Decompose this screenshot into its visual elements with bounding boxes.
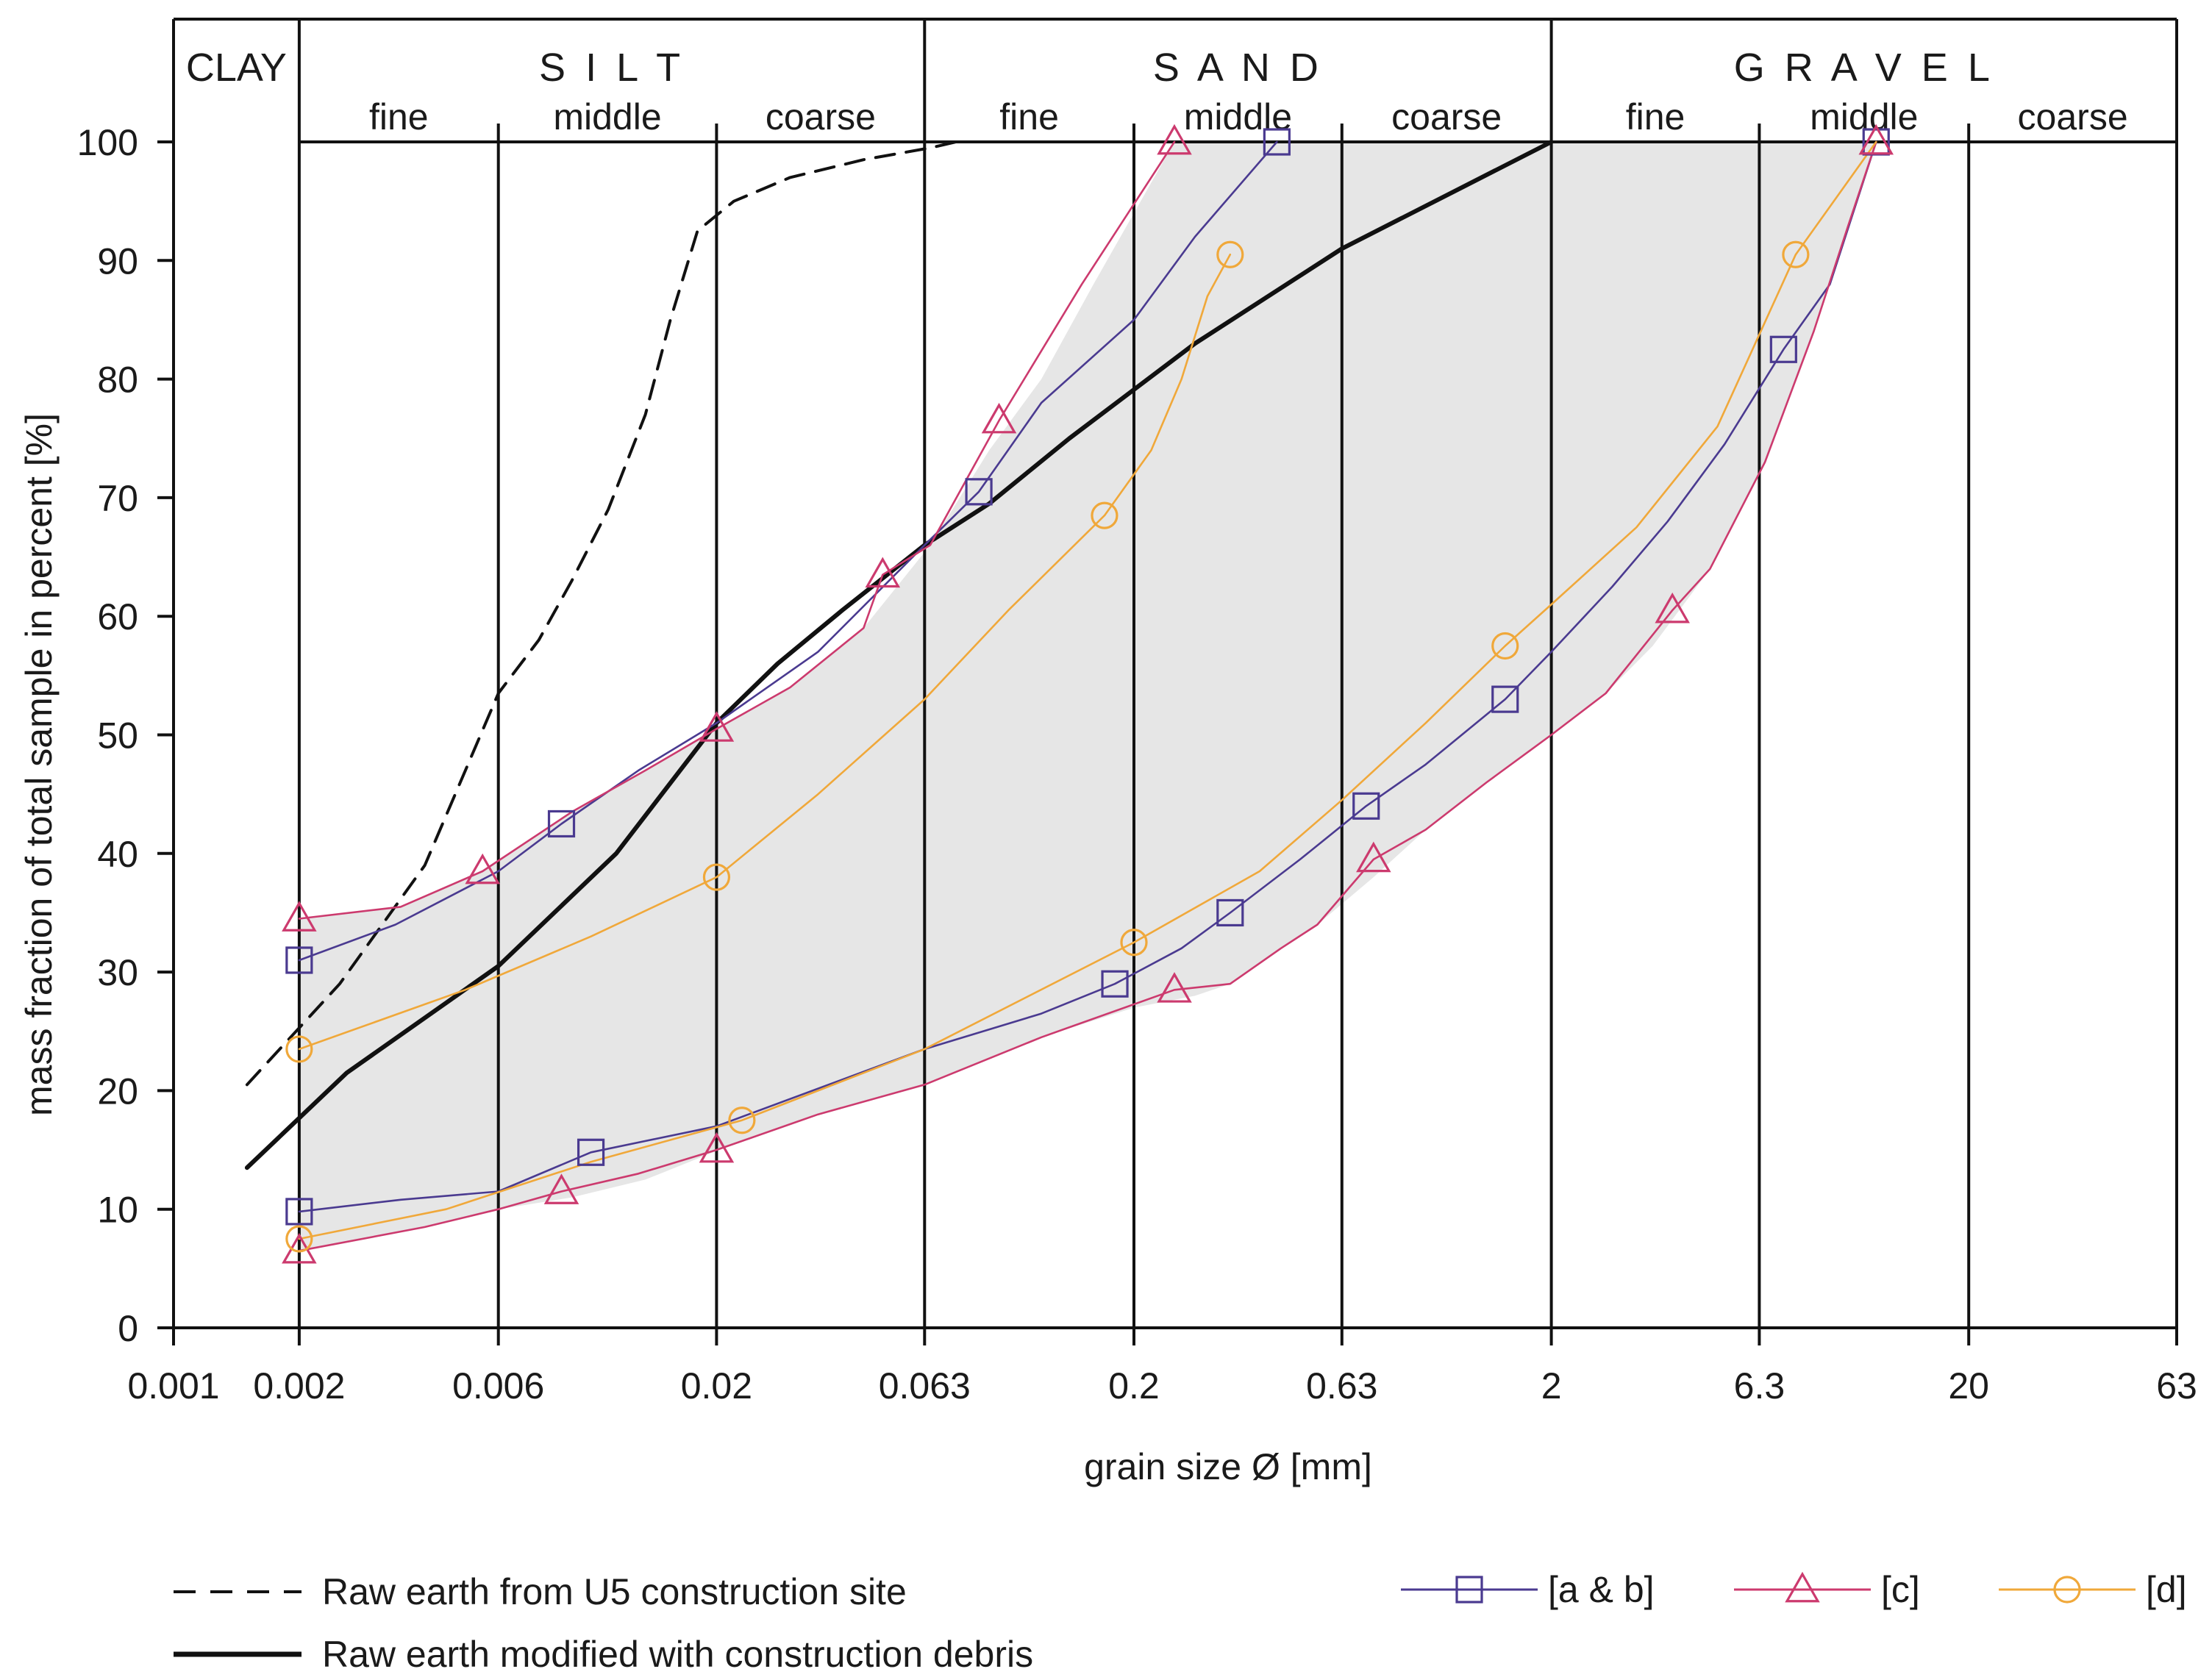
series-3-marker-3 (1216, 898, 1244, 927)
series-2-marker-2 (965, 478, 993, 506)
y-tick-label-4: 40 (97, 834, 138, 875)
series-line-5 (298, 140, 1877, 1252)
soil-subclass-label-3-2: coarse (2018, 96, 2128, 137)
x-tick-label-6: 0.63 (1306, 1365, 1377, 1406)
series-2-marker-1 (547, 809, 576, 838)
soil-subclass-label-1-0: fine (369, 96, 429, 137)
y-tick-label-5: 50 (97, 715, 138, 757)
series-line-0 (245, 140, 958, 1087)
series-7-marker-1 (728, 1107, 756, 1134)
y-axis-title: mass fraction of total sample in percent… (18, 413, 60, 1116)
legend-marker-square-icon (1455, 1576, 1483, 1604)
legend-marker-triangle-icon (1785, 1571, 1820, 1603)
soil-subclass-label-1-1: middle (553, 96, 661, 137)
series-layer (244, 140, 1877, 1252)
series-line-1 (244, 140, 1554, 1170)
x-tick-label-2: 0.006 (452, 1365, 544, 1406)
series-5-marker-5 (1655, 592, 1690, 623)
legend: Raw earth from U5 construction site Raw e… (174, 1569, 2187, 1675)
legend-marker-label-0: [a & b] (1548, 1569, 1655, 1610)
series-5-marker-6 (1858, 124, 1894, 155)
envelope-area (299, 142, 1877, 1251)
soil-class-label-2: S A N D (1153, 46, 1323, 90)
x-tick-label-9: 20 (1948, 1365, 1989, 1406)
x-tick-label-4: 0.063 (879, 1365, 971, 1406)
soil-class-header: CLAY S I L T fine middle coarse S A N D fine mi… (186, 46, 2128, 137)
series-4-marker-0 (282, 901, 317, 932)
y-tick-label-1: 10 (97, 1190, 138, 1231)
legend-line-label-0: Raw earth from U5 construction site (322, 1571, 907, 1612)
series-3-marker-1 (577, 1138, 605, 1166)
soil-subclass-label-2-1: middle (1184, 96, 1292, 137)
series-4-marker-1 (465, 853, 500, 884)
series-5-marker-3 (1157, 972, 1192, 1003)
series-line-4 (298, 140, 1176, 920)
soil-subclass-label-2-2: coarse (1391, 96, 1502, 137)
soil-subclass-label-1-2: coarse (766, 96, 876, 137)
legend-marker-label-2: [d] (2146, 1569, 2187, 1610)
soil-subclass-label-3-0: fine (1626, 96, 1685, 137)
soil-subclass-label-2-0: fine (999, 96, 1059, 137)
series-4-marker-3 (865, 557, 901, 588)
axes-layer: 0.001 0.002 0.006 0.02 0.063 0.2 0.63 2 6.3 20 63 0… (77, 122, 2197, 1406)
series-2-marker-3 (1263, 128, 1291, 156)
y-tick-label-0: 0 (118, 1308, 138, 1349)
series-5-marker-4 (1356, 841, 1391, 873)
x-tick-label-1: 0.002 (253, 1365, 345, 1406)
series-7-marker-3 (1491, 632, 1519, 660)
x-tick-label-7: 2 (1541, 1365, 1562, 1406)
y-tick-label-3: 30 (97, 952, 138, 993)
x-axis-title: grain size Ø [mm] (1084, 1446, 1372, 1487)
x-tick-label-3: 0.02 (681, 1365, 752, 1406)
frame-layer (172, 18, 2178, 1328)
soil-class-label-3: G R A V E L (1734, 46, 1994, 90)
y-tick-label-9: 90 (97, 240, 138, 282)
series-4-marker-2 (699, 711, 735, 742)
soil-class-label-0: CLAY (186, 46, 287, 90)
x-tick-label-8: 6.3 (1734, 1365, 1785, 1406)
envelope-layer (299, 142, 1877, 1251)
series-5-marker-1 (543, 1173, 579, 1204)
legend-marker-circle-icon (2053, 1576, 2081, 1604)
series-6-marker-3 (1216, 240, 1244, 268)
legend-marker-label-1: [c] (1881, 1569, 1920, 1610)
y-tick-label-7: 70 (97, 478, 138, 519)
series-6-marker-0 (285, 1035, 313, 1063)
soil-class-label-1: S I L T (539, 46, 685, 90)
y-tick-label-2: 20 (97, 1070, 138, 1112)
series-6-marker-2 (1091, 501, 1119, 529)
series-4-marker-5 (1157, 124, 1192, 155)
series-7-marker-2 (1120, 929, 1148, 957)
series-3-marker-2 (1101, 970, 1129, 998)
series-line-6 (298, 253, 1232, 1051)
series-4-marker-4 (981, 402, 1017, 434)
series-3-marker-0 (285, 1198, 313, 1226)
series-3-marker-6 (1769, 335, 1797, 363)
y-tick-label-6: 60 (97, 596, 138, 637)
legend-line-label-1: Raw earth modified with construction deb… (322, 1634, 1033, 1675)
x-tick-label-5: 0.2 (1108, 1365, 1160, 1406)
series-line-7 (298, 140, 1877, 1240)
series-line-2 (298, 140, 1278, 962)
y-tick-label-10: 100 (77, 122, 138, 163)
x-tick-label-10: 63 (2156, 1365, 2197, 1406)
series-2-marker-0 (285, 946, 313, 974)
series-7-marker-4 (1782, 240, 1810, 268)
series-line-3 (298, 140, 1877, 1213)
series-7-marker-0 (285, 1225, 313, 1253)
series-3-marker-4 (1352, 792, 1380, 820)
series-3-marker-5 (1491, 685, 1519, 713)
y-tick-label-8: 80 (97, 360, 138, 401)
series-6-marker-1 (702, 863, 731, 891)
series-5-marker-2 (699, 1132, 735, 1163)
x-tick-label-0: 0.001 (127, 1365, 219, 1406)
markers-layer (282, 124, 1894, 1264)
